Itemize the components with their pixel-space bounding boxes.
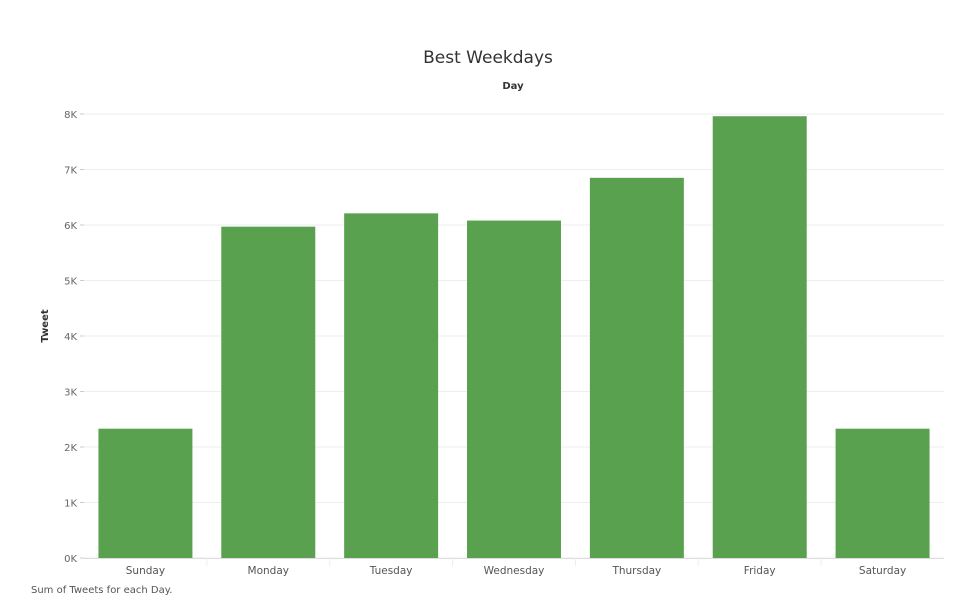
x-tick-label-saturday: Saturday — [859, 565, 906, 577]
column-header: Day — [502, 81, 524, 92]
x-tick-label-tuesday: Tuesday — [369, 565, 413, 577]
chart-title: Best Weekdays — [423, 48, 553, 68]
y-tick-label: 7K — [64, 166, 77, 177]
chart-caption: Sum of Tweets for each Day. — [31, 585, 173, 596]
y-tick-label: 8K — [64, 110, 77, 121]
bar-tuesday[interactable] — [344, 213, 439, 558]
y-tick-label: 6K — [64, 221, 77, 232]
x-tick-label-sunday: Sunday — [126, 565, 165, 577]
y-tick-label: 0K — [64, 554, 77, 565]
y-axis-title: Tweet — [40, 309, 51, 343]
bars — [98, 116, 930, 559]
y-tick-label: 5K — [64, 277, 77, 288]
x-tick-label-friday: Friday — [744, 565, 776, 577]
x-tick-label-monday: Monday — [248, 565, 289, 577]
bar-thursday[interactable] — [589, 177, 684, 558]
y-tick-label: 4K — [64, 332, 77, 343]
bar-friday[interactable] — [712, 116, 807, 558]
x-tick-label-wednesday: Wednesday — [484, 565, 545, 577]
y-tick-label: 2K — [64, 443, 77, 454]
bar-saturday[interactable] — [835, 428, 930, 558]
bar-monday[interactable] — [221, 226, 316, 559]
bar-wednesday[interactable] — [467, 220, 561, 558]
y-tick-label: 3K — [64, 388, 77, 399]
y-axis-ticks: 0K 1K 2K 3K 4K 5K 6K 7K 8K — [64, 110, 84, 565]
x-axis-labels: Sunday Monday Tuesday Wednesday Thursday Frid… — [126, 558, 906, 577]
bar-sunday[interactable] — [98, 428, 193, 558]
x-tick-label-thursday: Thursday — [611, 565, 661, 577]
y-tick-label: 1K — [64, 499, 77, 510]
